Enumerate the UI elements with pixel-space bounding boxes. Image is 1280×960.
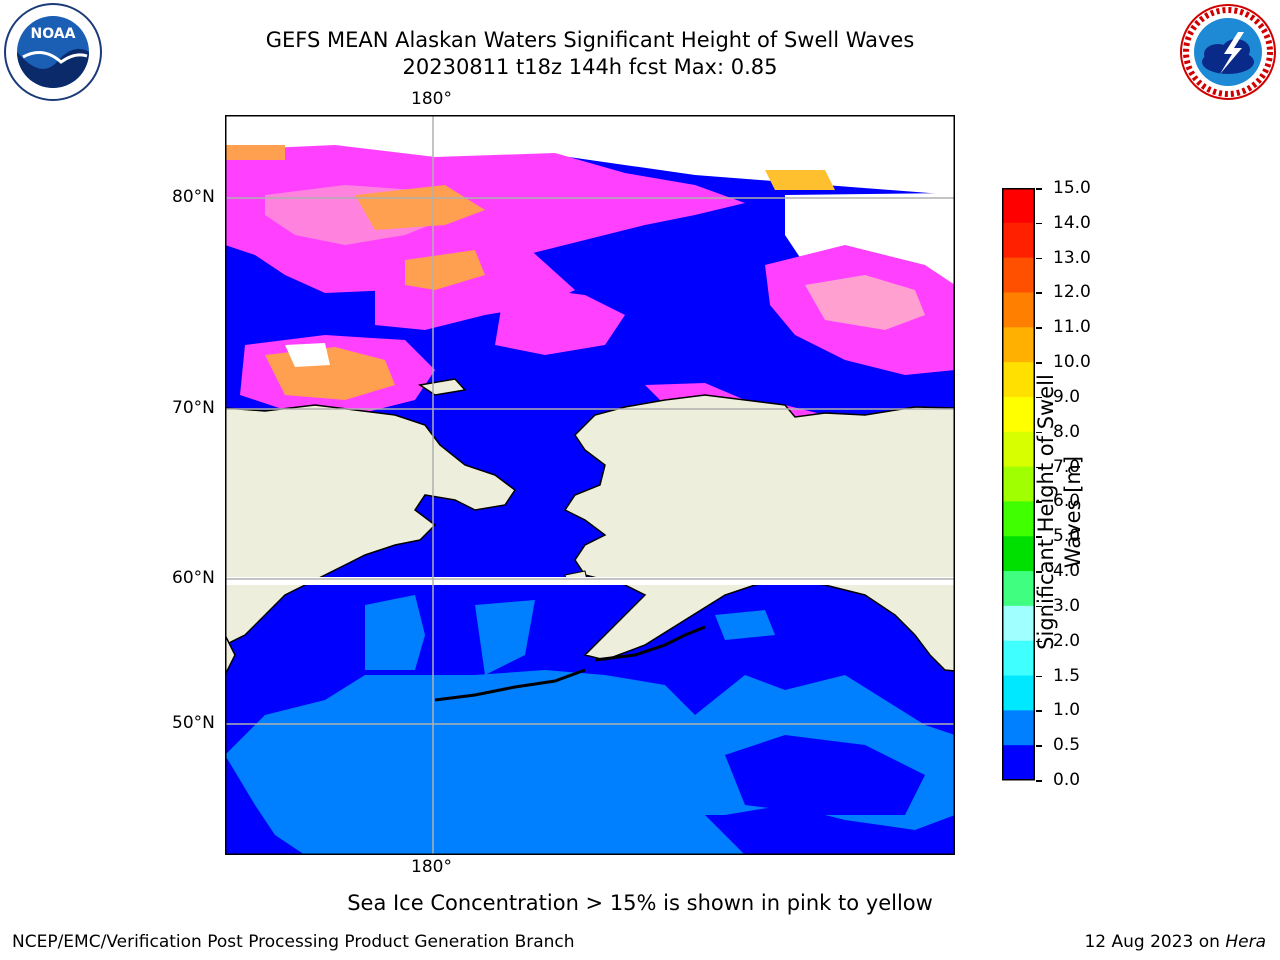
colorbar-segment (1002, 431, 1035, 468)
colorbar-tick-label: 1.5 (1053, 665, 1081, 686)
colorbar-tick-mark (1036, 431, 1042, 434)
colorbar-tick-label: 11.0 (1053, 317, 1091, 338)
colorbar-tick-mark (1036, 675, 1042, 678)
colorbar-tick-label: 5.0 (1053, 526, 1081, 547)
colorbar-tick-mark (1036, 710, 1042, 712)
colorbar-tick-label: 1.0 (1053, 700, 1081, 721)
colorbar-tick-mark (1036, 571, 1042, 573)
colorbar-tick-mark (1036, 188, 1042, 190)
swell-low-pocket (725, 735, 925, 815)
colorbar-segment (1002, 222, 1035, 259)
colorbar-frame (1002, 188, 1035, 781)
land-wrangel-island (418, 378, 467, 396)
graticule (225, 115, 955, 855)
colorbar-label: Significant Height of Swell Waves [m] (1034, 374, 1085, 650)
map-plot (225, 115, 955, 855)
colorbar-tick-label: 9.0 (1053, 386, 1081, 407)
colorbar-tick-mark (1036, 780, 1042, 782)
swell-0.5m-south (225, 670, 955, 855)
lon-label-top: 180° (411, 89, 452, 109)
sea-ice-pink-nw (225, 153, 425, 190)
colorbar-segment (1002, 292, 1035, 328)
colorbar-tick-mark (1036, 466, 1042, 469)
colorbar-tick-mark (1036, 222, 1042, 225)
colorbar (1002, 188, 1035, 781)
colorbar-tick-label: 4.0 (1053, 561, 1081, 582)
lat-label-70n: 70°N (172, 398, 215, 418)
sea-ice-pink-chukchi (495, 285, 625, 355)
colorbar-segment (1002, 605, 1035, 642)
colorbar-segment (1002, 396, 1035, 433)
colorbar-tick-label: 7.0 (1053, 456, 1081, 477)
footer-host: Hera (1225, 932, 1266, 952)
sea-ice-note: Sea Ice Concentration > 15% is shown in … (347, 891, 933, 915)
colorbar-tick-mark (1036, 396, 1042, 399)
lon-label-bottom: 180° (411, 857, 452, 877)
colorbar-segment (1002, 466, 1035, 502)
land-kamchatka-tip (225, 634, 236, 676)
swell-0.5m-bering-west (365, 595, 425, 670)
sea-ice-light-beaufort (805, 275, 925, 330)
colorbar-segment (1002, 745, 1035, 781)
swell-0.5m-gulf-west (715, 610, 775, 640)
swell-0.5m-bering-east (475, 600, 535, 675)
data-gap-60n (225, 577, 955, 585)
colorbar-segment (1002, 257, 1035, 293)
sea-ice-yellow-ne (765, 170, 835, 190)
chart-subtitle: 20230811 t18z 144h fcst Max: 0.85 (402, 55, 778, 79)
noaa-logo: NOAA (4, 3, 102, 101)
noaa-logo-text: NOAA (31, 26, 76, 42)
colorbar-tick-label: 13.0 (1053, 247, 1091, 268)
colorbar-tick-mark (1036, 536, 1042, 538)
colorbar-tick-label: 10.0 (1053, 352, 1091, 373)
colorbar-tick-label: 0.0 (1053, 770, 1081, 790)
colorbar-tick-mark (1036, 257, 1042, 260)
colorbar-segment (1002, 188, 1035, 224)
sea-ice-gap (285, 343, 330, 367)
colorbar-tick-mark (1036, 745, 1042, 747)
colorbar-tick-label: 15.0 (1053, 178, 1091, 198)
colorbar-tick-mark (1036, 292, 1042, 294)
colorbar-tick-label: 3.0 (1053, 595, 1081, 616)
colorbar-tick-label: 2.0 (1053, 630, 1081, 651)
aleutian-chain-west (434, 668, 586, 702)
aleutian-chain-east (594, 625, 706, 662)
colorbar-tick-label: 14.0 (1053, 212, 1091, 233)
colorbar-tick-mark (1036, 605, 1042, 608)
lat-label-80n: 80°N (172, 187, 215, 207)
colorbar-segment (1002, 501, 1035, 537)
colorbar-segment (1002, 675, 1035, 711)
colorbar-tick-label: 8.0 (1053, 421, 1081, 442)
colorbar-tick-mark (1036, 327, 1042, 329)
footer-date: 12 Aug 2023 on Hera (1084, 932, 1266, 952)
land-alaska (563, 394, 955, 672)
colorbar-segment (1002, 571, 1035, 607)
colorbar-segment (1002, 327, 1035, 363)
map-frame (225, 115, 955, 855)
sea-ice-orange-corner (225, 145, 285, 160)
lat-label-50n: 50°N (172, 713, 215, 733)
lat-label-60n: 60°N (172, 568, 215, 588)
colorbar-tick-mark (1036, 640, 1042, 643)
footer-date-text: 12 Aug 2023 on (1084, 932, 1226, 952)
colorbar-tick-mark (1036, 362, 1042, 364)
colorbar-tick-label: 12.0 (1053, 282, 1091, 303)
colorbar-segment (1002, 362, 1035, 398)
colorbar-segment (1002, 536, 1035, 572)
colorbar-tick-mark (1036, 501, 1042, 503)
sea-ice-orange-central (405, 250, 485, 290)
colorbar-tick-label: 0.5 (1053, 735, 1081, 756)
sea-ice-orange-north (355, 185, 485, 230)
colorbar-segment (1002, 640, 1035, 677)
footer-branch: NCEP/EMC/Verification Post Processing Pr… (12, 932, 575, 952)
chart-title: GEFS MEAN Alaskan Waters Significant Hei… (265, 28, 915, 52)
colorbar-segment (1002, 710, 1035, 746)
nws-logo (1180, 4, 1276, 100)
colorbar-tick-label: 6.0 (1053, 491, 1081, 512)
